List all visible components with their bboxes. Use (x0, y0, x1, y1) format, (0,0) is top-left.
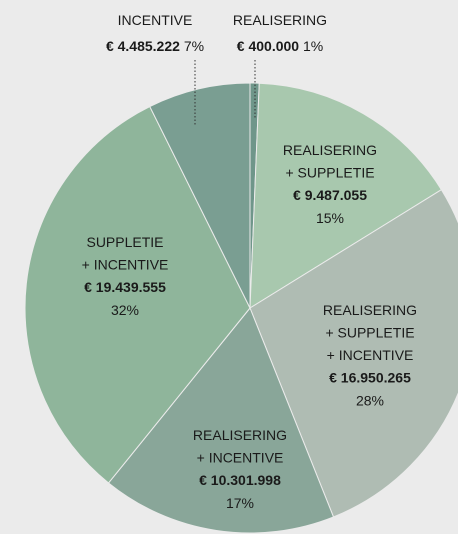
value-row: € 4.485.222 7% (106, 38, 204, 54)
value-label: € 10.301.998 (199, 472, 281, 488)
pie-slice (249, 189, 458, 518)
slice-label: SUPPLETIE (86, 234, 163, 250)
percent-label: 1% (303, 38, 323, 54)
value-label: € 19.439.555 (84, 279, 166, 295)
slice-label: REALISERING (233, 12, 327, 28)
percent-label: 17% (226, 495, 254, 511)
percent-label: 15% (316, 210, 344, 226)
slice-label: + SUPPLETIE (325, 325, 414, 341)
percent-label: 28% (356, 393, 384, 409)
value-label: € 4.485.222 (106, 38, 180, 54)
percent-label: 7% (184, 38, 204, 54)
value-label: € 400.000 (237, 38, 299, 54)
value-label: € 16.950.265 (329, 370, 411, 386)
slice-label: INCENTIVE (118, 12, 193, 28)
value-row: € 400.000 1% (237, 38, 323, 54)
slice-label: REALISERING (193, 427, 287, 443)
value-label: € 9.487.055 (293, 187, 367, 203)
percent-label: 32% (111, 302, 139, 318)
slice-label: + SUPPLETIE (285, 165, 374, 181)
pie-slice (107, 307, 335, 534)
slice-label: + INCENTIVE (82, 257, 169, 273)
pie-slice (24, 105, 251, 484)
slice-label: REALISERING (323, 302, 417, 318)
slice-label: + INCENTIVE (197, 450, 284, 466)
slice-label: REALISERING (283, 142, 377, 158)
pie-slice (149, 82, 251, 309)
pie-slice (249, 82, 443, 309)
slice-label: + INCENTIVE (327, 347, 414, 363)
